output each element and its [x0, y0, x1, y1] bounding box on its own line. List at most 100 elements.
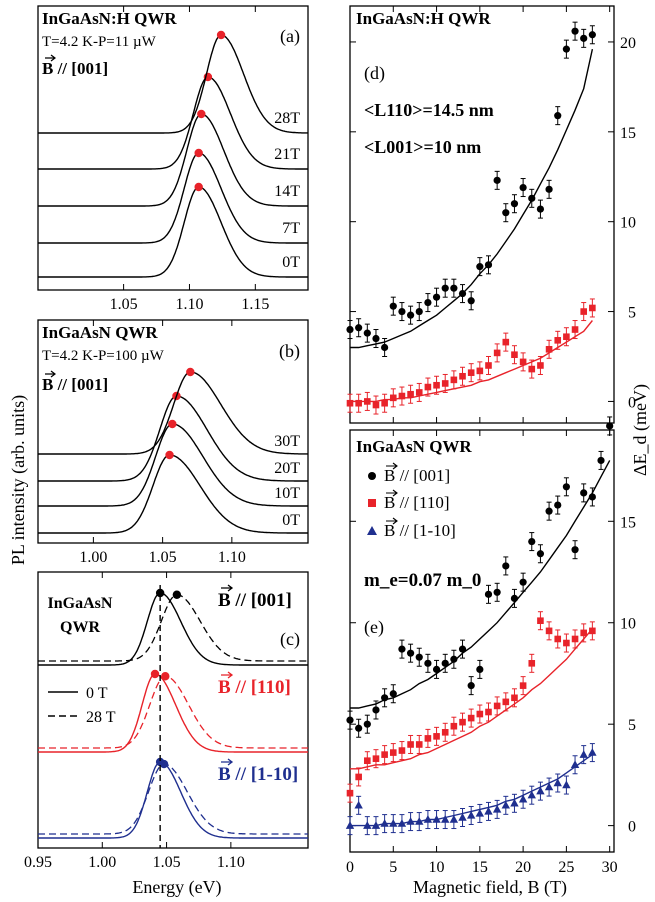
data-point	[545, 627, 553, 635]
data-point	[493, 588, 501, 596]
data-point	[432, 665, 441, 674]
data-point	[570, 760, 580, 768]
data-point	[406, 311, 415, 319]
x-tick-label: 30	[602, 859, 618, 876]
legend-label: 28 T	[86, 709, 116, 726]
data-point	[502, 338, 510, 346]
data-point	[363, 329, 371, 337]
data-point	[493, 176, 501, 184]
data-point	[432, 293, 441, 301]
panel-a-tick-label: 1.15	[241, 296, 269, 313]
right-ylabel: ΔE_d (meV)	[630, 384, 651, 476]
x-tick-label: 10	[429, 859, 445, 876]
data-point	[433, 733, 440, 740]
data-point	[545, 507, 553, 515]
data-point	[519, 183, 527, 192]
x-tick-label: 15	[472, 859, 488, 876]
series-label: 30T	[274, 433, 300, 450]
data-point	[432, 815, 441, 823]
panel-c-frame	[37, 571, 309, 849]
data-point	[389, 394, 397, 402]
data-point	[485, 708, 492, 716]
data-point	[544, 782, 554, 791]
data-point	[441, 284, 449, 292]
data-point	[381, 694, 389, 702]
data-point	[364, 757, 371, 765]
data-point	[510, 200, 519, 208]
y-tick-label: 10	[620, 616, 636, 633]
left-ylabel: PL intensity (arb. units)	[8, 395, 29, 565]
right-xlabel: Magnetic field, B (T)	[413, 877, 567, 898]
series-label: 28T	[274, 110, 300, 127]
data-point	[537, 617, 544, 625]
panel-b-tick-label: 1.10	[218, 549, 246, 566]
spectrum-line	[38, 454, 308, 534]
spectrum-line	[38, 113, 308, 207]
fit-line	[350, 320, 593, 403]
data-point	[492, 804, 502, 813]
data-point	[389, 302, 397, 310]
data-point	[519, 682, 527, 689]
data-point	[458, 645, 467, 653]
data-point	[588, 748, 597, 756]
data-point	[553, 778, 562, 787]
data-point	[580, 489, 588, 497]
spectrum-line	[38, 152, 308, 244]
data-point	[475, 808, 485, 817]
data-point	[467, 297, 475, 305]
data-point	[363, 720, 371, 728]
data-point	[580, 34, 588, 42]
data-point	[441, 380, 449, 387]
data-point	[364, 398, 371, 405]
data-point	[467, 369, 475, 376]
data-point	[510, 594, 519, 602]
data-point	[450, 376, 458, 384]
data-point	[415, 389, 423, 396]
data-point	[606, 422, 614, 430]
spectrum-line	[38, 34, 308, 134]
data-point	[588, 493, 596, 501]
data-point	[528, 660, 536, 667]
panel-e-frame	[349, 429, 615, 853]
legend-marker	[367, 526, 377, 535]
data-point	[406, 649, 415, 657]
vector-arrow-icon	[45, 370, 56, 378]
spectrum-line-28T	[38, 675, 308, 749]
vector-arrow-icon	[386, 489, 398, 497]
peak-marker	[150, 669, 160, 679]
peak-marker	[194, 148, 203, 158]
data-point	[380, 819, 389, 827]
y-tick-label: 15	[620, 514, 636, 531]
panel-c-tick-label: 1.05	[153, 854, 181, 871]
data-point	[450, 655, 458, 663]
panel-a-subtitle: T=4.2 K-P=11 µW	[42, 34, 157, 50]
data-point	[493, 702, 501, 710]
legend-marker	[368, 472, 376, 480]
data-point	[424, 298, 432, 307]
data-point	[372, 706, 380, 714]
panel-c-tick-label: 0.95	[24, 854, 52, 871]
data-point	[389, 819, 398, 827]
panel-e-annotation: m_e=0.07 m_0	[364, 570, 481, 591]
data-point	[554, 635, 562, 643]
vector-arrow-icon	[45, 54, 56, 62]
data-point	[597, 456, 605, 465]
legend-label: 0 T	[86, 685, 108, 702]
panel-a-tick-label: 1.10	[175, 296, 203, 313]
series-label: 0T	[282, 512, 300, 529]
series-label: 20T	[274, 460, 300, 477]
peak-marker	[159, 759, 169, 769]
data-point	[423, 815, 433, 823]
data-point	[579, 750, 588, 758]
y-tick-label: 5	[628, 717, 636, 734]
data-point	[381, 343, 389, 352]
y-tick-label: 20	[620, 35, 636, 52]
data-point	[589, 304, 596, 312]
peak-marker	[216, 30, 226, 40]
series-label: 7T	[282, 220, 300, 237]
panel-e-title: InGaAsN QWR	[356, 437, 472, 456]
legend-label: B // [001]	[384, 466, 450, 485]
data-point	[545, 185, 553, 193]
panel-a-frame	[37, 5, 309, 291]
spectrum-line	[38, 423, 308, 507]
